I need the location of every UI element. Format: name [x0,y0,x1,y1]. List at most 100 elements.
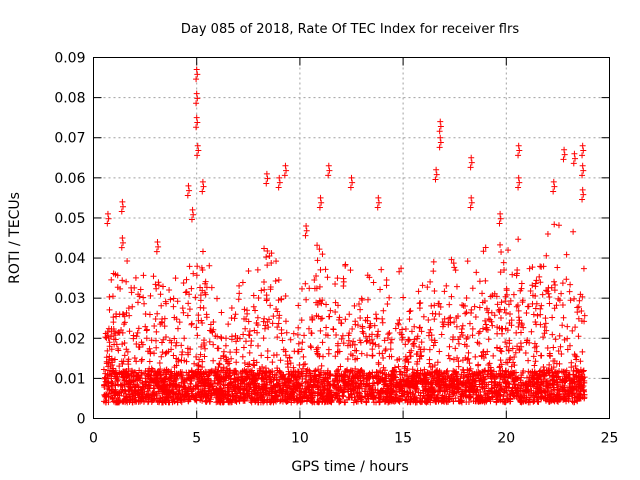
data-point [198,317,205,324]
data-point [401,383,408,390]
data-point [365,395,372,402]
data-point [343,380,350,387]
data-point [270,313,277,320]
data-point [333,331,340,338]
data-point [497,372,504,379]
data-point [228,304,235,311]
data-point [512,385,519,392]
data-point [349,326,356,333]
data-point [325,172,332,179]
data-point [381,381,388,388]
data-point [378,390,385,397]
y-tick-label: 0.08 [54,91,85,107]
data-point [443,282,450,289]
data-point [147,292,154,299]
data-point [276,312,283,319]
data-point [334,275,341,282]
data-point [290,364,297,371]
data-point [580,191,587,198]
data-point [332,280,339,287]
data-point [119,341,126,348]
data-point [402,357,409,364]
data-point [155,368,162,375]
data-point [428,337,435,344]
data-point [317,389,324,396]
data-point [433,171,440,178]
data-point [463,387,470,394]
data-point [325,393,332,400]
data-point [369,352,376,359]
data-point [367,339,374,346]
data-point [403,373,410,380]
data-point [366,274,373,281]
data-point [165,348,172,355]
data-point [139,356,146,363]
data-point [419,380,426,387]
data-point [363,372,370,379]
data-point [154,239,161,246]
data-point [437,134,444,141]
data-point [530,390,537,397]
data-point [130,332,137,339]
data-point [359,368,366,375]
data-point [515,314,522,321]
data-point [549,380,556,387]
data-point [286,370,293,377]
data-point [193,100,200,107]
data-point [273,258,280,265]
data-point [443,384,450,391]
data-point [110,314,117,321]
data-point [134,375,141,382]
data-point [407,307,414,314]
data-point [143,335,150,342]
data-point [272,388,279,395]
data-point [269,359,276,366]
data-point [578,308,585,315]
axis-ticks [93,57,610,419]
data-point [453,283,460,290]
data-point [498,248,505,255]
data-point [406,384,413,391]
data-point [281,375,288,382]
data-point [513,272,520,279]
data-point [198,343,205,350]
data-point [261,381,268,388]
data-point [326,167,333,174]
data-point [518,285,525,292]
data-point [509,271,516,278]
data-point [459,366,466,373]
data-point [216,361,223,368]
data-point [490,352,497,359]
data-point [476,377,483,384]
data-point [564,346,571,353]
data-point [578,382,585,389]
data-point [349,394,356,401]
data-point [486,394,493,401]
data-point [548,393,555,400]
data-point [468,199,475,206]
data-point [108,276,115,283]
data-point [386,329,393,336]
data-point [406,349,413,356]
data-point [216,377,223,384]
data-point [311,277,318,284]
data-point [233,368,240,375]
data-point [496,363,503,370]
data-point [489,385,496,392]
data-point [202,394,209,401]
data-point [494,324,501,331]
data-point [265,324,272,331]
data-point [294,374,301,381]
data-point [155,282,162,289]
data-point [178,357,185,364]
data-point [574,397,581,404]
data-point [113,313,120,320]
data-point [436,368,443,375]
data-point [379,319,386,326]
data-point [124,399,131,406]
data-point [308,344,315,351]
data-point [121,352,128,359]
data-point [324,398,331,405]
data-point [386,378,393,385]
data-point [468,194,475,201]
